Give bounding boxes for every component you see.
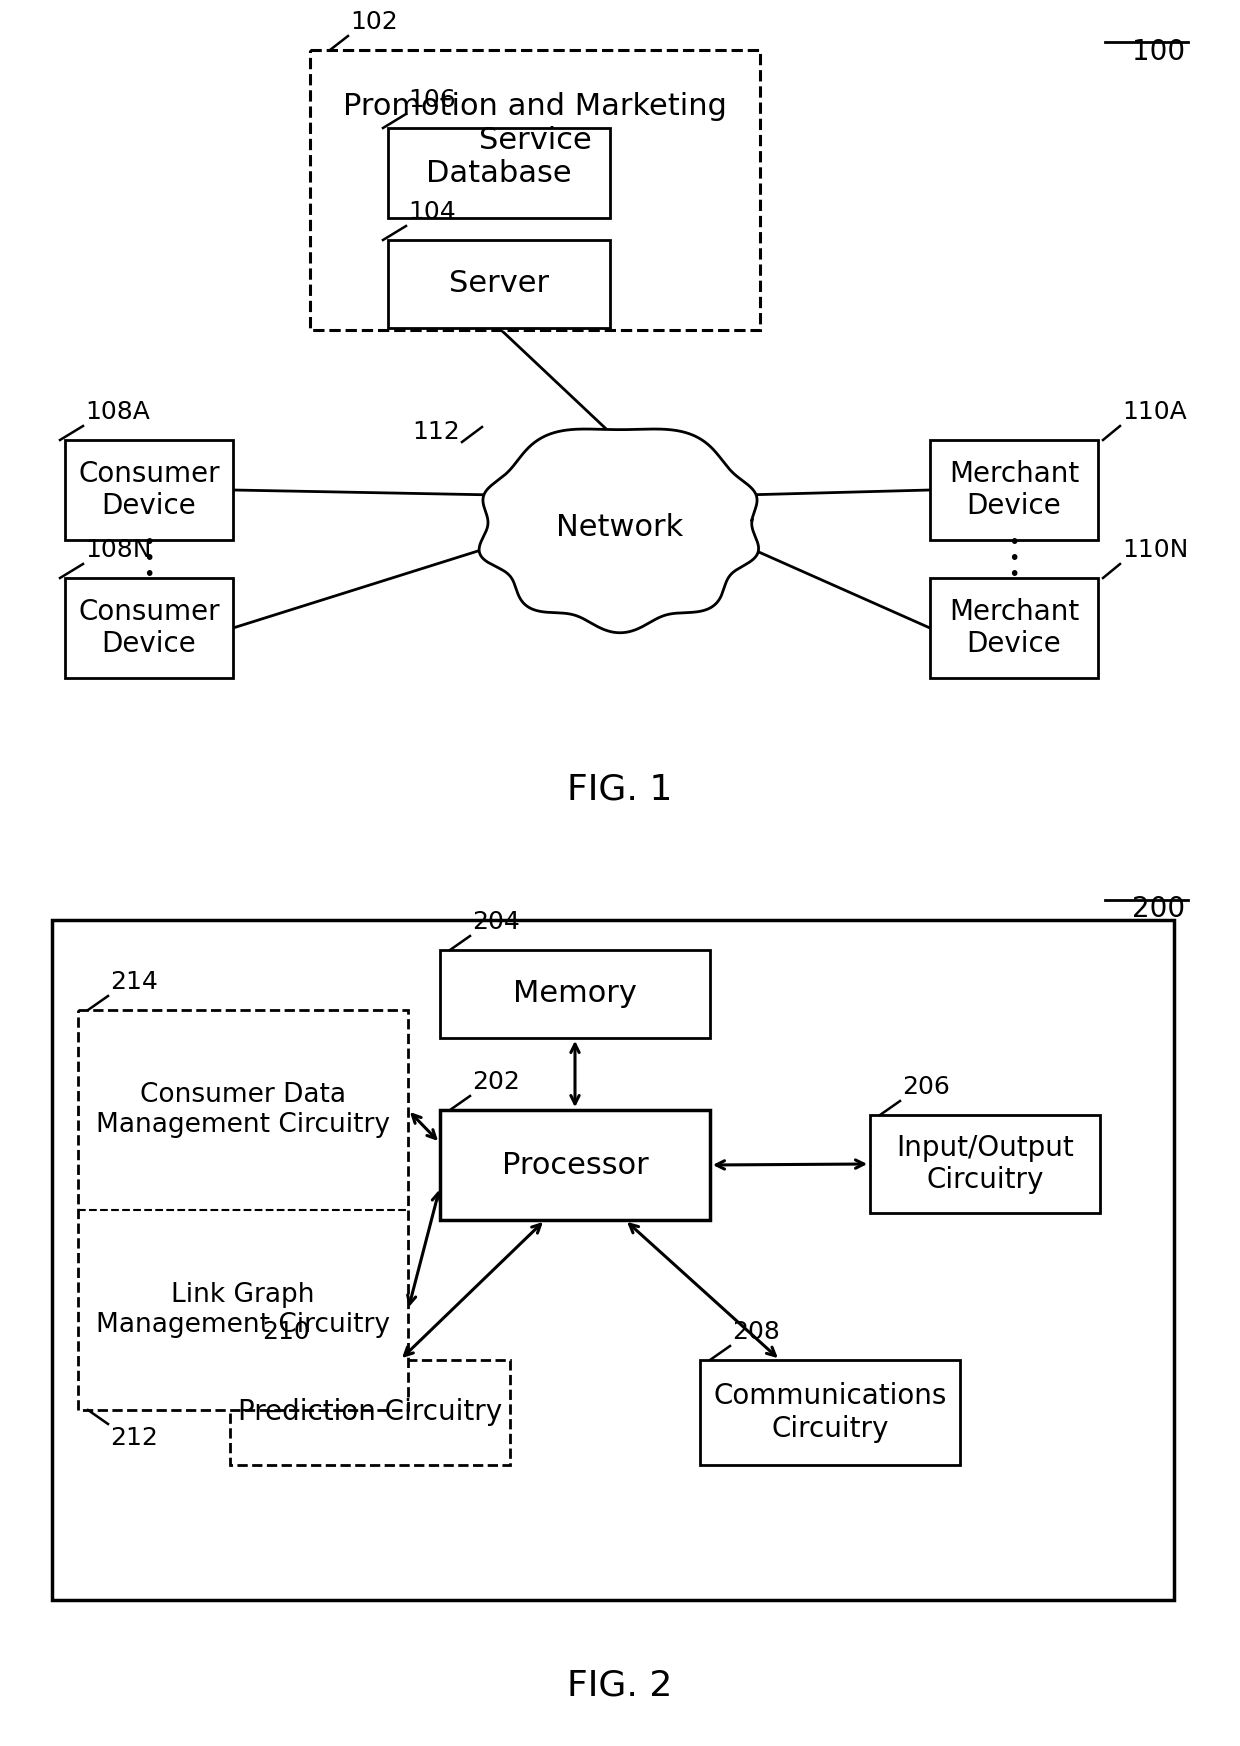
- Text: 102: 102: [350, 10, 398, 33]
- Text: Link Graph
Management Circuitry: Link Graph Management Circuitry: [95, 1282, 391, 1337]
- Text: Memory: Memory: [513, 980, 637, 1009]
- Text: 108A: 108A: [86, 400, 150, 424]
- Bar: [930, 440, 1097, 540]
- Ellipse shape: [492, 431, 748, 608]
- Text: Merchant
Device: Merchant Device: [949, 597, 1079, 658]
- Text: Consumer
Device: Consumer Device: [78, 459, 219, 520]
- Bar: [440, 950, 711, 1039]
- Text: Promotion and Marketing
Service: Promotion and Marketing Service: [343, 93, 727, 155]
- Bar: [870, 1116, 1100, 1213]
- Text: 200: 200: [1132, 896, 1185, 924]
- Bar: [701, 1360, 960, 1465]
- Text: •
•
•: • • •: [144, 534, 155, 585]
- Bar: [388, 127, 610, 218]
- Text: 208: 208: [732, 1320, 780, 1344]
- Text: 206: 206: [901, 1076, 950, 1098]
- Bar: [78, 1009, 408, 1411]
- Text: •
•
•: • • •: [1008, 534, 1019, 585]
- Text: FIG. 1: FIG. 1: [568, 773, 672, 807]
- Text: Processor: Processor: [502, 1151, 649, 1180]
- Bar: [310, 51, 760, 330]
- Text: FIG. 2: FIG. 2: [568, 1667, 672, 1702]
- Bar: [930, 578, 1097, 677]
- Text: Network: Network: [557, 513, 683, 543]
- Text: 210: 210: [262, 1320, 310, 1344]
- Bar: [440, 1110, 711, 1220]
- Text: 110N: 110N: [1122, 538, 1188, 562]
- Bar: [64, 440, 233, 540]
- Bar: [229, 1360, 510, 1465]
- Text: Prediction Circuitry: Prediction Circuitry: [238, 1399, 502, 1426]
- Text: 108N: 108N: [86, 538, 151, 562]
- Bar: [388, 239, 610, 328]
- Text: Database: Database: [427, 159, 572, 187]
- Text: 214: 214: [110, 971, 157, 993]
- Text: 110A: 110A: [1122, 400, 1187, 424]
- Text: Merchant
Device: Merchant Device: [949, 459, 1079, 520]
- Text: 106: 106: [408, 87, 456, 112]
- Text: Communications
Circuitry: Communications Circuitry: [713, 1383, 946, 1442]
- Text: Server: Server: [449, 269, 549, 299]
- Polygon shape: [479, 430, 759, 632]
- Bar: [52, 920, 1174, 1599]
- Text: 104: 104: [408, 201, 456, 223]
- Text: 100: 100: [1132, 38, 1185, 66]
- Text: Consumer Data
Management Circuitry: Consumer Data Management Circuitry: [95, 1083, 391, 1138]
- Text: 112: 112: [412, 421, 460, 443]
- Bar: [64, 578, 233, 677]
- Text: Consumer
Device: Consumer Device: [78, 597, 219, 658]
- Text: 204: 204: [472, 910, 520, 934]
- Text: 212: 212: [110, 1426, 157, 1449]
- Text: 202: 202: [472, 1070, 520, 1095]
- Text: Input/Output
Circuitry: Input/Output Circuitry: [897, 1133, 1074, 1194]
